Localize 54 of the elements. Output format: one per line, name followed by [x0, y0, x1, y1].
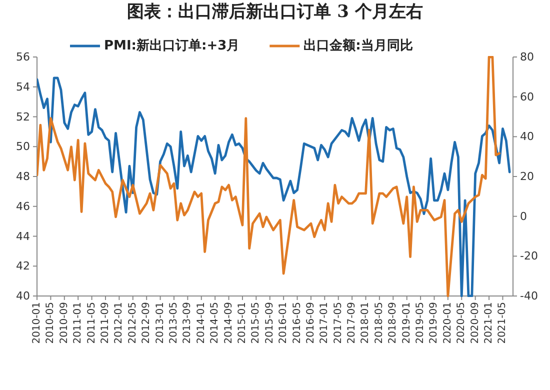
- x-tick-label: 2013-09: [182, 302, 194, 344]
- x-tick-label: 2019-01: [401, 302, 412, 344]
- x-tick-label: 2010-01: [32, 302, 42, 344]
- x-tick-label: 2010-09: [58, 302, 70, 344]
- x-tick-label: 2018-01: [360, 302, 372, 344]
- x-tick-label: 2011-05: [86, 302, 98, 344]
- y-tick-label: 44: [16, 230, 30, 243]
- x-tick-label: 2015-05: [250, 302, 262, 344]
- x-tick-label: 2014-09: [223, 302, 234, 344]
- y2-tick-label: -20: [520, 250, 538, 263]
- x-tick-label: 2015-09: [264, 302, 276, 344]
- y2-tick-label: 20: [520, 170, 534, 183]
- x-tick-label: 2017-09: [346, 302, 358, 344]
- y2-tick-label: 60: [520, 90, 534, 104]
- legend-label: 出口金额:当月同比: [304, 38, 413, 54]
- x-tick-label: 2021-01: [484, 302, 495, 344]
- x-tick-label: 2016-01: [278, 302, 290, 344]
- y2-tick-label: 40: [520, 130, 534, 144]
- legend-label: PMI:新出口订单:+3月: [104, 38, 240, 54]
- x-tick-label: 2014-01: [196, 302, 207, 344]
- x-tick-label: 2020-01: [442, 302, 454, 344]
- x-tick-label: 2010-05: [45, 302, 56, 344]
- y-tick-label: 56: [16, 50, 30, 64]
- x-tick-label: 2020-09: [470, 302, 481, 344]
- y-tick-label: 50: [16, 140, 30, 154]
- x-tick-label: 2018-09: [388, 302, 399, 344]
- y2-tick-label: -40: [520, 290, 538, 302]
- x-tick-label: 2012-09: [141, 302, 152, 344]
- x-tick-label: 2016-05: [292, 302, 303, 344]
- x-tick-label: 2013-01: [154, 302, 166, 344]
- x-tick-label: 2011-01: [72, 302, 84, 344]
- y-tick-label: 52: [16, 110, 30, 124]
- chart-title: 图表：出口滞后新出口订单 3 个月左右: [127, 2, 423, 22]
- x-tick-label: 2017-01: [319, 302, 330, 344]
- x-tick-label: 2013-05: [168, 302, 180, 344]
- x-tick-label: 2018-05: [374, 302, 385, 344]
- x-tick-label: 2012-01: [114, 302, 125, 344]
- y-tick-label: 42: [16, 260, 30, 273]
- x-tick-label: 2012-05: [127, 302, 138, 344]
- y2-tick-label: 80: [520, 50, 534, 64]
- x-tick-label: 2011-09: [100, 302, 111, 344]
- y-tick-label: 48: [16, 170, 30, 183]
- x-tick-label: 2019-05: [415, 302, 426, 344]
- y-tick-label: 46: [16, 200, 30, 213]
- x-tick-label: 2014-05: [210, 302, 221, 344]
- y-tick-label: 54: [16, 80, 30, 94]
- x-tick-label: 2021-05: [497, 302, 508, 344]
- y2-tick-label: 0: [520, 210, 527, 223]
- x-tick-label: 2015-01: [236, 302, 248, 344]
- x-tick-label: 2017-05: [332, 302, 344, 344]
- x-tick-label: 2016-09: [305, 302, 316, 344]
- x-tick-label: 2020-05: [456, 302, 468, 344]
- x-tick-label: 2019-09: [428, 302, 440, 344]
- y-tick-label: 40: [16, 290, 30, 302]
